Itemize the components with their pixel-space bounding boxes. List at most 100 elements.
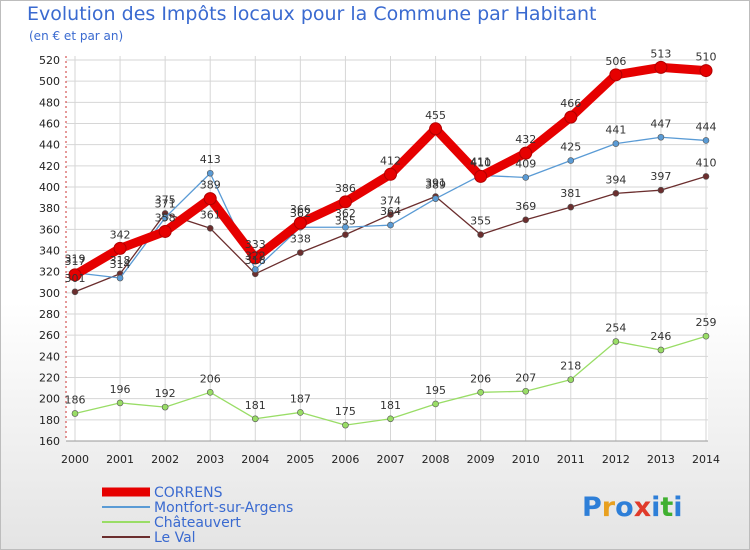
data-point [657,186,665,194]
y-tick-label: 480 [39,96,60,109]
data-point [206,389,214,396]
data-label: 409 [515,157,536,170]
data-label: 338 [290,233,311,246]
data-label: 181 [245,399,266,412]
data-point [477,389,484,396]
data-point [161,214,169,221]
data-label: 333 [245,238,266,251]
data-point [699,64,713,78]
data-point [384,167,397,181]
data-point [657,346,665,354]
y-tick-label: 160 [39,435,60,448]
data-label: 389 [425,179,446,192]
data-point [609,68,623,82]
data-point [206,169,214,177]
data-label: 425 [560,141,581,154]
data-label: 362 [290,207,311,220]
data-point [564,110,578,124]
plot-area [66,56,708,441]
x-tick-label: 2012 [602,453,630,466]
axes: 160 180 200 220 240 260 280 300 320 340 360 380 400 4… [39,54,720,466]
data-point [657,133,665,141]
data-point [387,221,394,229]
x-tick-label: 2011 [557,453,585,466]
data-label: 391 [425,177,446,190]
data-label: 447 [650,117,671,130]
x-tick-label: 2002 [151,453,179,466]
data-label: 394 [605,173,626,186]
y-tick-label: 520 [39,54,60,67]
x-tick-label: 2010 [512,453,540,466]
data-label: 441 [605,124,626,137]
data-point [387,415,394,423]
data-label: 355 [335,215,356,228]
data-point [116,274,124,282]
data-label: 375 [155,193,176,206]
data-point [432,400,439,408]
data-point [297,249,304,256]
data-label: 318 [245,254,266,267]
data-point [519,146,533,160]
data-label: 361 [200,208,221,221]
data-point [474,169,488,183]
legend-label: Le Val [154,530,196,546]
data-label: 410 [470,156,491,169]
data-point [567,157,575,164]
data-label: 314 [110,258,131,271]
data-point [251,266,259,273]
data-point [68,268,82,282]
y-tick-label: 340 [39,245,60,258]
data-label: 207 [515,371,536,384]
data-label: 318 [110,254,131,267]
data-label: 254 [605,322,626,335]
x-tick-label: 2004 [241,453,269,466]
y-tick-label: 420 [39,160,60,173]
data-label: 259 [696,316,717,329]
data-point [522,174,530,181]
data-label: 374 [380,195,401,208]
logo-text: Proxiti [582,492,683,523]
data-point [429,122,443,136]
y-tick-label: 200 [39,393,60,406]
data-label: 355 [470,215,491,228]
data-point [432,195,439,202]
y-tick-label: 380 [39,202,60,215]
y-tick-label: 280 [39,308,60,321]
data-label: 444 [696,120,717,133]
data-label: 369 [515,200,536,213]
data-label: 322 [245,250,266,263]
data-label: 364 [380,205,401,218]
data-point [342,223,349,231]
data-point [612,338,620,345]
data-label: 195 [425,384,446,397]
data-label: 206 [470,372,491,385]
data-point [702,173,710,180]
x-tick-label: 2005 [286,453,314,466]
data-point [71,410,79,417]
x-tick-label: 2006 [331,453,359,466]
y-tick-label: 440 [39,139,60,152]
data-label: 187 [290,392,311,405]
data-point [158,224,172,238]
data-point [654,60,668,74]
y-tick-label: 180 [39,414,60,427]
data-label: 397 [650,170,671,183]
y-tick-label: 240 [39,350,60,363]
y-tick-label: 360 [39,223,60,236]
data-label: 412 [380,154,401,167]
data-label: 358 [155,211,176,224]
data-label: 455 [425,109,446,122]
data-label: 246 [650,330,671,343]
data-point [522,387,530,395]
data-label: 510 [696,51,717,64]
data-label: 301 [65,272,86,285]
logo-letter: P [582,492,602,523]
data-label: 389 [200,179,221,192]
data-point [71,288,79,296]
grid-lines [66,56,708,442]
data-point [567,376,575,383]
y-tick-label: 400 [39,181,60,194]
data-labels: 317 342 358 389 333 366 386 412 455 410 432 466 506 5… [65,47,717,418]
y-tick-label: 500 [39,75,60,88]
